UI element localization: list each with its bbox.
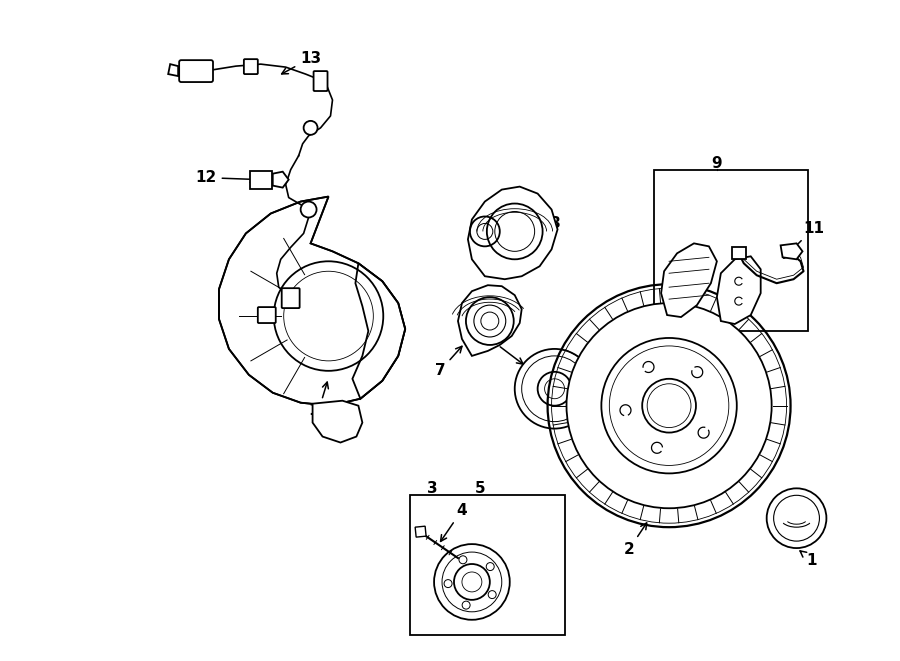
FancyBboxPatch shape <box>244 59 257 74</box>
Text: 3: 3 <box>427 481 437 496</box>
Text: 1: 1 <box>800 551 816 568</box>
FancyBboxPatch shape <box>250 171 272 188</box>
Polygon shape <box>458 285 522 356</box>
Text: 4: 4 <box>441 503 467 541</box>
Text: 8: 8 <box>504 216 560 235</box>
Polygon shape <box>468 186 557 279</box>
FancyBboxPatch shape <box>732 247 746 259</box>
Circle shape <box>566 303 771 508</box>
Bar <box>654 170 808 331</box>
Circle shape <box>301 202 317 217</box>
Text: 10: 10 <box>308 382 329 418</box>
FancyBboxPatch shape <box>257 307 275 323</box>
Polygon shape <box>662 243 717 317</box>
FancyBboxPatch shape <box>179 60 213 82</box>
Text: 7: 7 <box>435 346 462 378</box>
FancyBboxPatch shape <box>282 288 300 308</box>
Polygon shape <box>312 401 363 442</box>
Text: 11: 11 <box>784 221 824 258</box>
Polygon shape <box>353 263 405 399</box>
Polygon shape <box>219 196 405 406</box>
Text: 13: 13 <box>282 51 321 74</box>
Text: 12: 12 <box>195 170 256 185</box>
Circle shape <box>303 121 318 135</box>
Polygon shape <box>168 64 178 76</box>
Polygon shape <box>415 526 426 537</box>
Polygon shape <box>717 256 760 324</box>
Bar <box>410 495 564 635</box>
Text: 2: 2 <box>624 523 647 557</box>
Text: 6: 6 <box>484 331 523 364</box>
Polygon shape <box>273 172 289 188</box>
Polygon shape <box>780 243 803 259</box>
FancyBboxPatch shape <box>313 71 328 91</box>
Text: 9: 9 <box>712 156 722 171</box>
Text: 5: 5 <box>474 481 485 496</box>
